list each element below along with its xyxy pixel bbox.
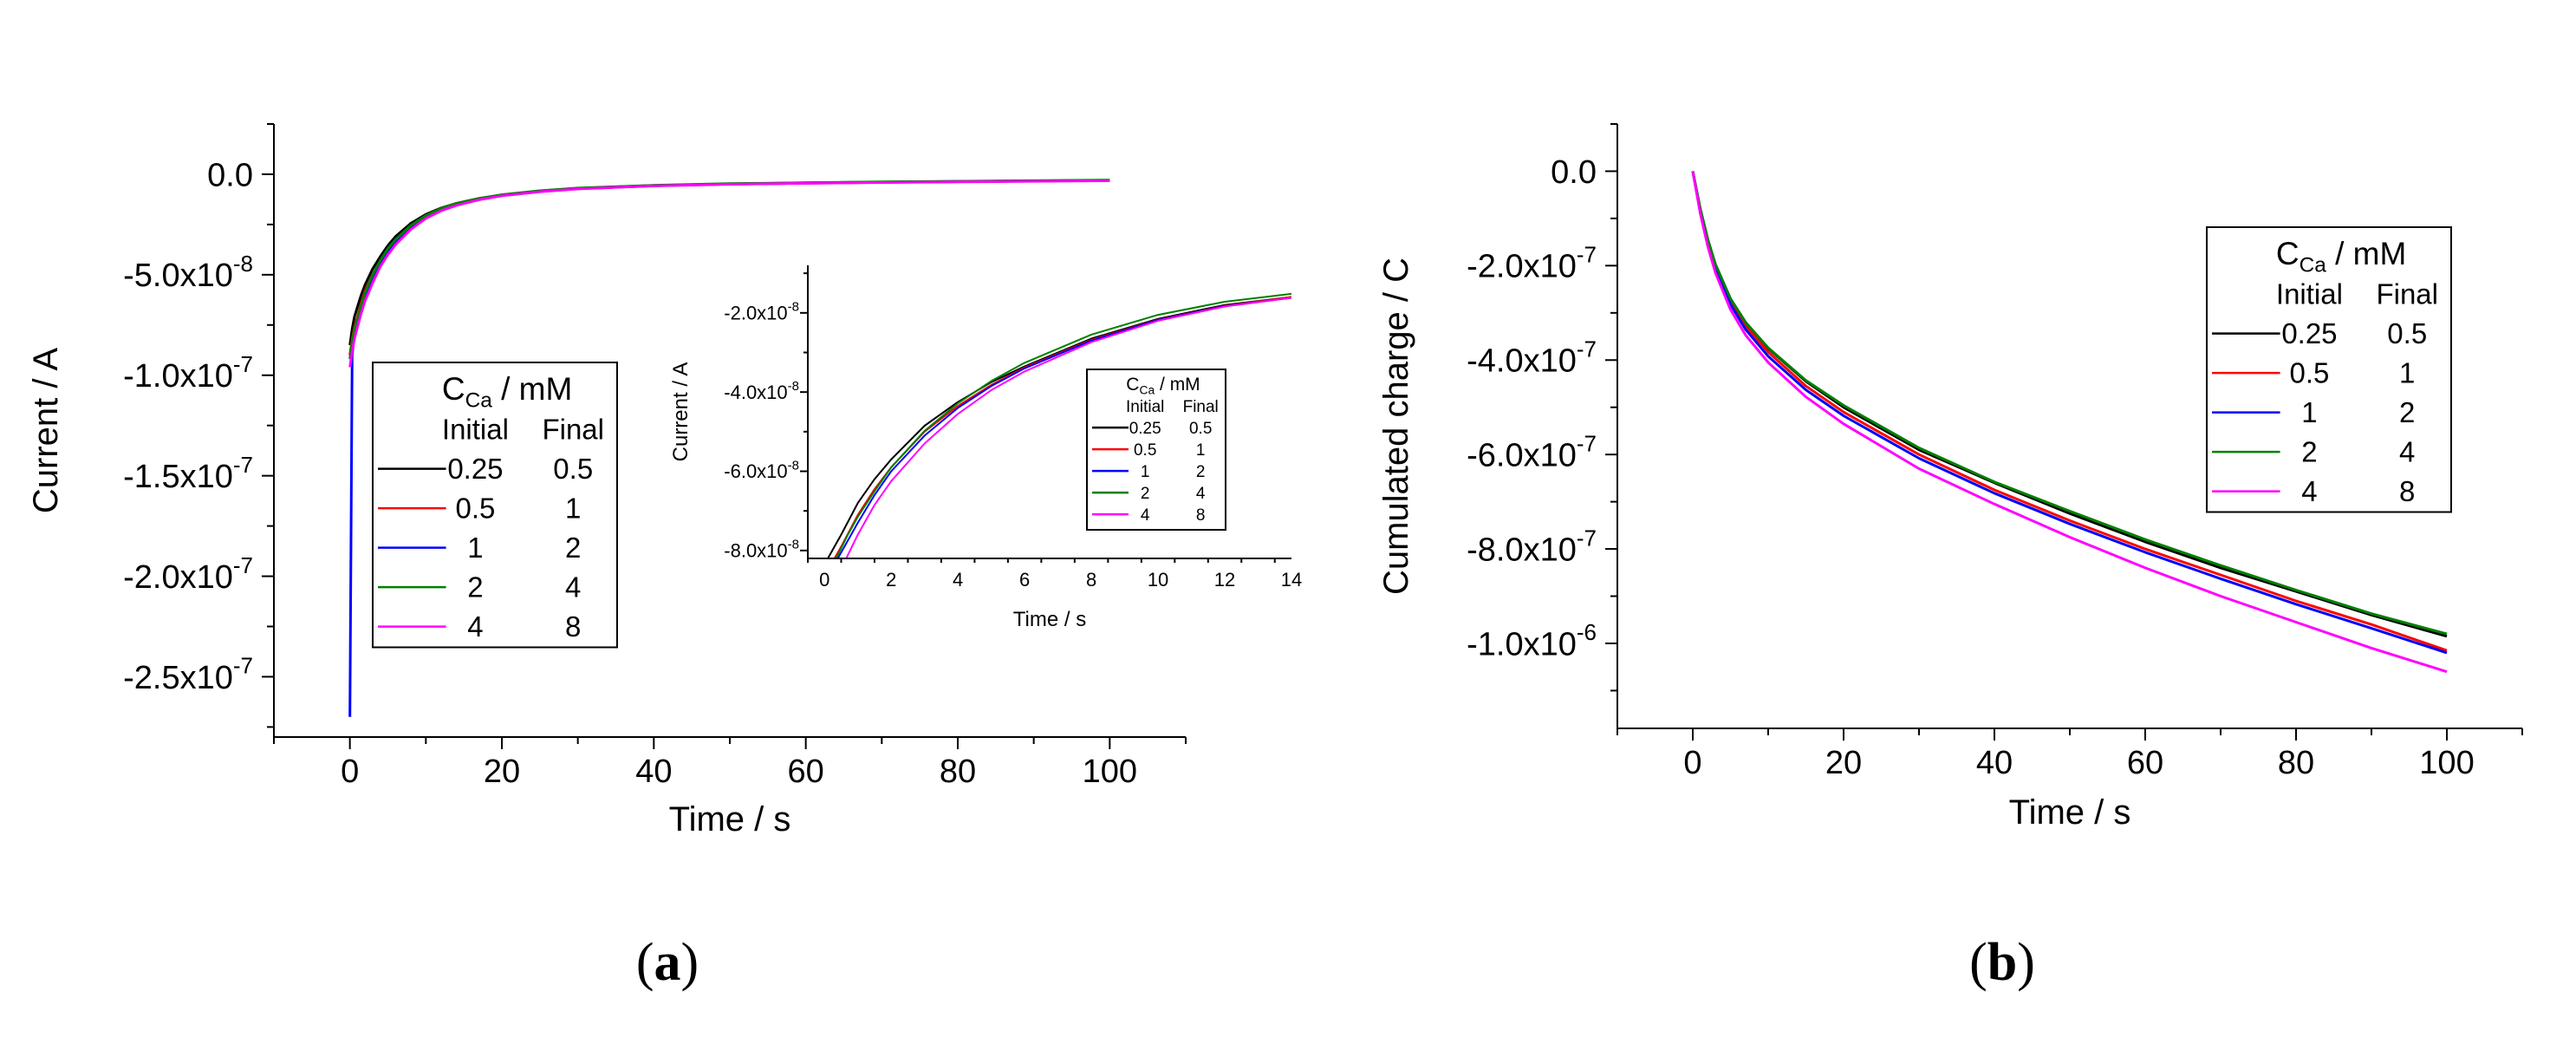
a-main-legend-final-1: 0.5 — [553, 453, 593, 485]
a-main-x-tick-label: 100 — [1083, 754, 1137, 790]
a-inset-x-tick-label: 10 — [1148, 569, 1168, 591]
a-inset-legend-final-5: 8 — [1196, 506, 1206, 525]
a-inset-legend-initial-5: 4 — [1141, 506, 1150, 525]
b-x-tick-label: 20 — [1825, 745, 1862, 781]
a-inset-legend-final-3: 2 — [1196, 463, 1206, 481]
a-main-x-axis-label: Time / s — [669, 800, 791, 838]
a-main-y-tick-label: -2.0x10-7 — [123, 552, 253, 596]
a-main-legend-final-3: 2 — [565, 532, 581, 564]
a-inset-legend-initial-2: 0.5 — [1134, 441, 1156, 460]
b-legend-col-final: Final — [2376, 278, 2438, 310]
a-inset-legend-title: CCa / mM — [1126, 375, 1200, 397]
a-inset-series-line-4 — [835, 292, 1291, 558]
a-inset-x-axis-label: Time / s — [1013, 608, 1086, 631]
a-inset-legend-initial-1: 0.25 — [1129, 420, 1161, 438]
a-main-y-tick-label: 0.0 — [207, 157, 253, 193]
a-main-x-tick-label: 80 — [940, 754, 976, 790]
a-inset-x-tick-label: 4 — [953, 569, 963, 591]
b-series-line-4 — [1691, 171, 2448, 636]
b-x-tick-label: 80 — [2278, 745, 2314, 781]
b-x-tick-label: 60 — [2127, 745, 2163, 781]
a-main-y-tick-label: -5.0x10-8 — [123, 251, 253, 294]
a-main-legend-initial-3: 1 — [467, 532, 483, 564]
a-main-legend-initial-1: 0.25 — [447, 453, 503, 485]
a-main-legend-final-5: 8 — [565, 610, 581, 643]
b-x-tick-label: 0 — [1683, 745, 1701, 781]
a-main-x-tick-label: 20 — [484, 754, 520, 790]
a-inset-x-tick-label: 14 — [1281, 569, 1302, 591]
b-legend-final-4: 4 — [2399, 436, 2415, 468]
a-main-y-tick-label: -1.5x10-7 — [123, 452, 253, 495]
b-legend-final-1: 0.5 — [2387, 317, 2427, 349]
a-main-series-line-2 — [348, 179, 1110, 356]
a-inset-y-tick-label: -8.0x10-8 — [724, 538, 799, 562]
a-inset-legend-initial-4: 2 — [1141, 485, 1150, 503]
a-inset-y-tick-label: -2.0x10-8 — [724, 300, 799, 324]
b-y-tick-label: 0.0 — [1551, 154, 1597, 191]
a-main-legend-final-2: 1 — [565, 493, 581, 525]
b-legend-box — [2206, 226, 2452, 513]
panel-b-label: (b) — [1969, 933, 2035, 992]
panel-a-inset-chart: 0 2 4 6 8 10 12 14-2.0x10-8-4.0x10-8-6.0x10-8-8… — [669, 265, 1302, 631]
b-y-tick-label: -2.0x10-7 — [1467, 242, 1597, 285]
a-main-y-tick-label: -2.5x10-7 — [123, 653, 253, 696]
b-x-tick-label: 40 — [1976, 745, 2013, 781]
a-main-legend-col-initial: Initial — [442, 414, 509, 446]
a-main-legend-title: CCa / mM — [442, 371, 572, 412]
b-legend-final-5: 8 — [2399, 475, 2415, 507]
a-main-y-tick-label: -1.0x10-7 — [123, 351, 253, 395]
a-inset-y-tick-label: -6.0x10-8 — [724, 458, 799, 482]
a-main-legend-initial-2: 0.5 — [456, 493, 496, 525]
a-inset-legend-col-final: Final — [1183, 398, 1219, 416]
b-y-axis-label: Cumulated charge / C — [1377, 258, 1415, 595]
a-inset-y-tick-label: -4.0x10-8 — [724, 379, 799, 403]
b-legend-initial-3: 1 — [2301, 396, 2317, 428]
a-inset-x-tick-label: 12 — [1214, 569, 1235, 591]
a-inset-x-tick-label: 0 — [819, 569, 829, 591]
b-legend-final-3: 2 — [2399, 396, 2415, 428]
a-main-legend-box — [372, 362, 618, 649]
b-legend-initial-2: 0.5 — [2290, 357, 2330, 389]
a-inset-legend-final-2: 1 — [1196, 441, 1206, 460]
a-main-legend-final-4: 4 — [565, 571, 581, 604]
a-main-series-line-5 — [348, 179, 1110, 368]
a-inset-x-tick-label: 8 — [1086, 569, 1096, 591]
a-inset-y-axis-label: Current / A — [669, 362, 693, 462]
b-x-tick-label: 100 — [2419, 745, 2474, 781]
b-legend-initial-4: 2 — [2301, 436, 2317, 468]
b-legend-initial-1: 0.25 — [2281, 317, 2337, 349]
panel-a-label: (a) — [636, 933, 699, 992]
b-legend-initial-5: 4 — [2301, 475, 2317, 507]
a-main-legend-initial-5: 4 — [467, 610, 483, 643]
a-inset-legend-initial-3: 1 — [1141, 463, 1150, 481]
b-x-axis-label: Time / s — [2009, 793, 2131, 832]
a-inset-legend-col-initial: Initial — [1126, 398, 1164, 416]
a-inset-x-tick-label: 6 — [1019, 569, 1030, 591]
a-main-y-axis-label: Current / A — [27, 348, 65, 514]
b-y-tick-label: -6.0x10-7 — [1467, 430, 1597, 473]
a-main-x-tick-label: 40 — [635, 754, 672, 790]
b-legend-col-initial: Initial — [2276, 278, 2343, 310]
a-main-legend-col-final: Final — [542, 414, 604, 446]
a-main-x-tick-label: 0 — [341, 754, 359, 790]
a-inset-legend-final-1: 0.5 — [1189, 420, 1212, 438]
b-series-group — [1691, 171, 2448, 674]
b-y-tick-label: -8.0x10-7 — [1467, 525, 1597, 568]
a-main-series-line-4 — [348, 179, 1110, 360]
b-legend-title: CCa / mM — [2276, 236, 2406, 277]
b-y-tick-label: -1.0x10-6 — [1467, 619, 1597, 662]
a-main-series-group — [348, 179, 1110, 717]
a-inset-series-line-5 — [845, 297, 1291, 558]
a-inset-legend-final-4: 4 — [1196, 485, 1206, 503]
a-main-x-tick-label: 60 — [788, 754, 824, 790]
a-inset-x-tick-label: 2 — [886, 569, 896, 591]
b-y-tick-label: -4.0x10-7 — [1467, 336, 1597, 379]
a-main-legend-initial-4: 2 — [467, 571, 483, 604]
b-legend-final-2: 1 — [2399, 357, 2415, 389]
b-series-line-5 — [1691, 171, 2448, 674]
panel-b-chart: 0 20 40 60 80 100 0.0 -2.0x10-7 -4.0x10-7 -6.0x10… — [1377, 123, 2523, 832]
panel-a-main-chart: 0 20 40 60 80 1000.0-5.0x10-8-1.0x10-7-1.5x10… — [27, 123, 1187, 838]
a-inset-series-group — [827, 292, 1291, 558]
